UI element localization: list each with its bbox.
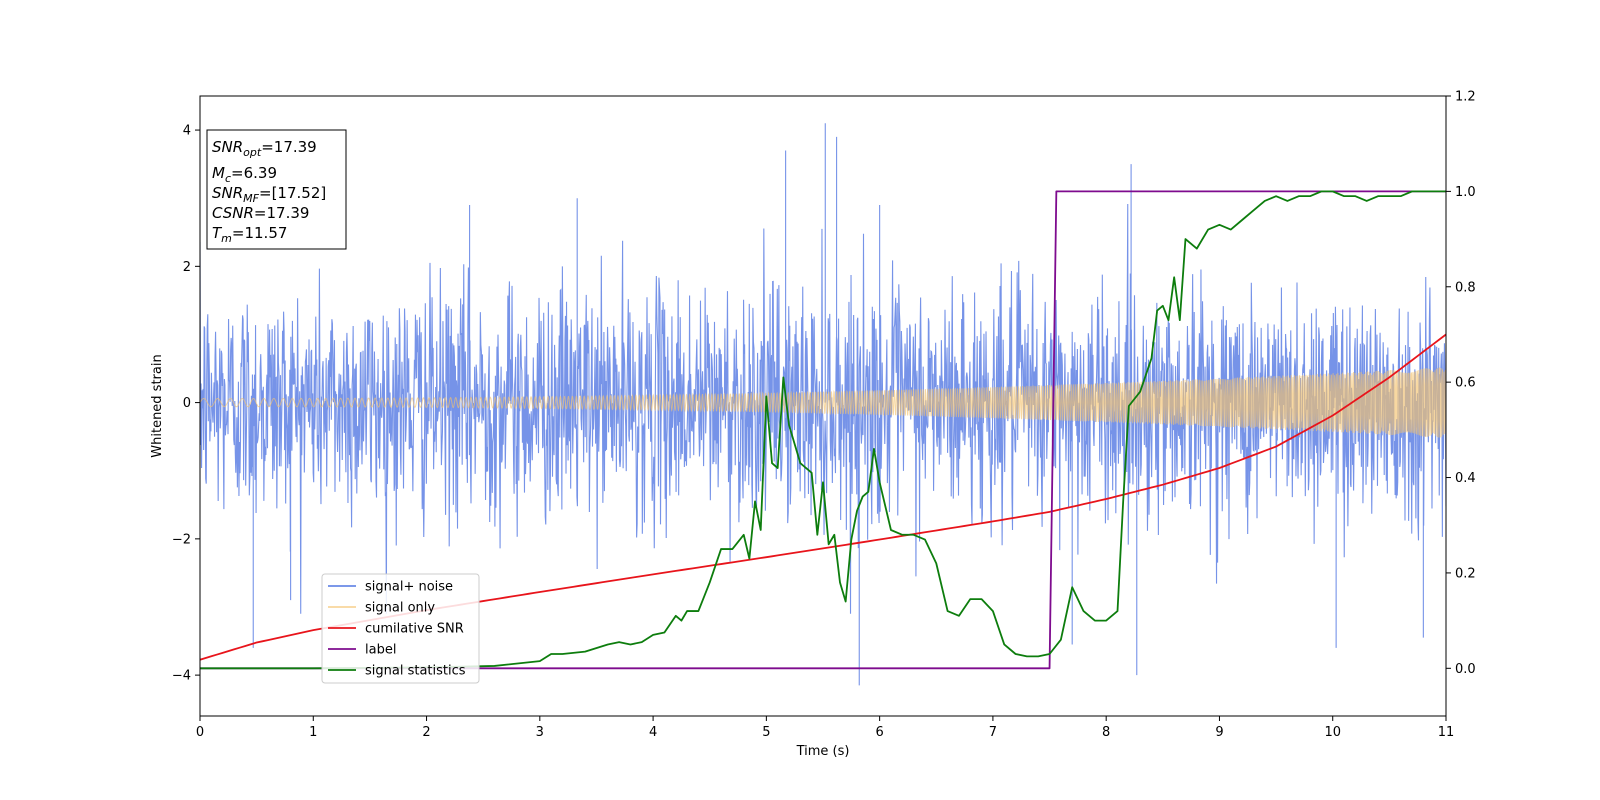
x-tick-label: 1 [309, 725, 317, 740]
plot-frame [199, 95, 1447, 717]
x-axis-label: Time (s) [796, 744, 850, 759]
legend: signal+ noise signal only cumilative SNR la… [321, 573, 480, 684]
info-box: SNRopt=17.39 Mc=6.39SNRMF=[17.52]CSNR=17.… [206, 129, 347, 250]
info-box-frame [206, 129, 347, 250]
info-line: SNRMF=[17.52] [212, 184, 326, 205]
x-tick-label: 0 [196, 725, 204, 740]
y-tick-label: 0 [183, 396, 191, 411]
info-line: Tm=11.57 [212, 224, 287, 245]
x-tick-label: 3 [536, 725, 544, 740]
series-signal-statistics [200, 190, 1446, 670]
legend-label: cumilative SNR [365, 622, 464, 637]
y2-tick-label: 1.2 [1455, 90, 1476, 105]
x-tick-label: 11 [1438, 725, 1455, 740]
legend-label: label [365, 643, 396, 658]
plot-area [200, 123, 1446, 686]
y2-tick-label: 1.0 [1455, 185, 1476, 200]
legend-label: signal only [365, 601, 435, 616]
y-axis-label: Whitened strain [150, 354, 165, 457]
x-tick-label: 10 [1324, 725, 1341, 740]
y2-tick-label: 0.8 [1455, 280, 1476, 295]
y2-tick-label: 0.2 [1455, 566, 1476, 581]
x-tick-label: 7 [989, 725, 997, 740]
series-label [200, 190, 1446, 670]
info-line: CSNR=17.39 [212, 204, 309, 222]
y-axis-left: −4 −2 0 2 4 [172, 124, 200, 684]
x-tick-label: 9 [1215, 725, 1223, 740]
x-tick-label: 2 [422, 725, 430, 740]
y2-tick-label: 0.0 [1455, 662, 1476, 677]
series-signal-noise [200, 123, 1446, 686]
y-tick-label: −4 [172, 669, 191, 684]
legend-frame [321, 573, 480, 684]
legend-label: signal+ noise [365, 580, 453, 595]
legend-label: signal statistics [365, 664, 466, 679]
x-tick-label: 8 [1102, 725, 1110, 740]
x-tick-label: 5 [762, 725, 770, 740]
x-axis: 0 1 2 3 4 5 6 7 8 9 10 11 [196, 716, 1454, 740]
info-line: SNRopt=17.39 [212, 138, 317, 159]
x-tick-label: 6 [875, 725, 883, 740]
y-tick-label: 4 [183, 124, 191, 139]
y2-tick-label: 0.6 [1455, 376, 1476, 391]
series-signal-only [200, 367, 1446, 438]
y-axis-right: 0.0 0.2 0.4 0.6 0.8 1.0 1.2 [1446, 90, 1476, 677]
x-tick-label: 4 [649, 725, 657, 740]
y2-tick-label: 0.4 [1455, 471, 1476, 486]
y-tick-label: −2 [172, 532, 191, 547]
y-tick-label: 2 [183, 260, 191, 275]
info-line: Mc=6.39 [212, 164, 277, 185]
